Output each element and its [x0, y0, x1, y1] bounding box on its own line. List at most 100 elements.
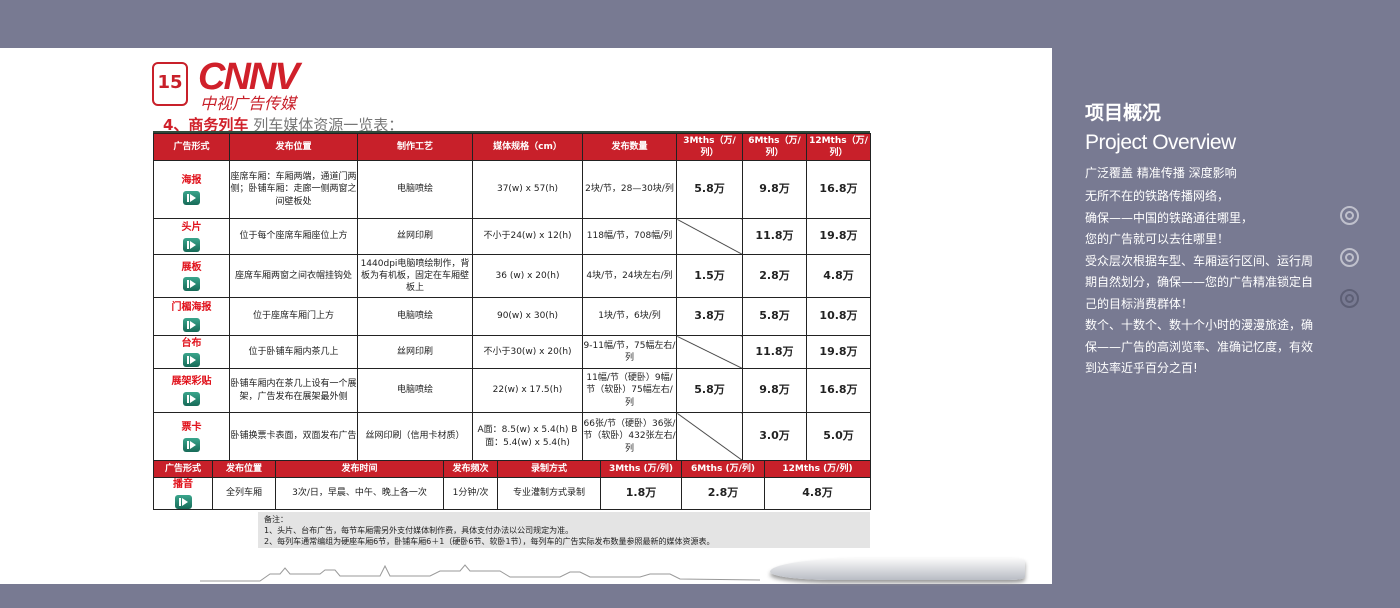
cell-quantity: 11幅/节（硬卧）9幅/节（软卧）75幅左右/列: [582, 368, 677, 413]
play-icon[interactable]: [183, 353, 200, 368]
cell-time: 3次/日，早晨、中午、晚上各一次: [275, 477, 444, 510]
cell-price-6m: 2.8万: [742, 254, 807, 298]
cell-price-6m: 9.8万: [742, 368, 807, 413]
cell-craft: 电脑喷绘: [357, 160, 473, 219]
cell-quantity: 1块/节，6块/列: [582, 297, 677, 336]
cell-frequency: 1分钟/次: [443, 477, 498, 510]
overview-line: 数个、十数个、数十个小时的漫漫旅途，确保——广告的高浏览率、准确记忆度，有效到达…: [1085, 318, 1314, 375]
cell-craft: 电脑喷绘: [357, 368, 473, 413]
cell-price-3m: 3.8万: [676, 297, 743, 336]
cell-craft: 丝网印刷: [357, 335, 473, 369]
cell-position: 全列车厢: [212, 477, 276, 510]
cell-price-3m: 1.5万: [676, 254, 743, 298]
logo-badge: 15: [157, 72, 183, 93]
cell-quantity: 2块/节，28—30块/列: [582, 160, 677, 219]
play-icon[interactable]: [183, 237, 200, 252]
title-prefix: 4、商务列车: [163, 116, 249, 134]
cell-craft: 1440dpi电脑喷绘制作，背板为有机板，固定在车厢壁板上: [357, 254, 473, 298]
play-icon[interactable]: [183, 437, 200, 452]
play-icon[interactable]: [174, 494, 192, 509]
overview-line: 您的广告就可以去往哪里！: [1085, 232, 1230, 246]
table-row: 播音 全列车厢 3次/日，早晨、中午、晚上各一次 1分钟/次 专业灌制方式录制 …: [153, 477, 871, 510]
cell-price-6m: 11.8万: [742, 335, 807, 369]
cell-craft: 丝网印刷（信用卡材质）: [357, 412, 473, 461]
cell-price-12m: 16.8万: [806, 368, 871, 413]
column-header: 录制方式: [497, 460, 601, 478]
cell-price-3m: [676, 335, 743, 369]
ad-type-cell: 票卡: [153, 412, 230, 461]
overview-tagline: 广泛覆盖 精准传播 深度影响: [1085, 166, 1237, 180]
cell-position: 卧铺换票卡表面，双面发布广告: [229, 412, 358, 461]
note-item: 2、每列车通常编组为硬座车厢6节，卧铺车厢6＋1（硬卧6节、软卧1节），每列车的…: [264, 536, 715, 546]
cell-size: 不小于24(w) x 12(h): [472, 218, 583, 255]
brand-name-cn: 中视广告传媒: [200, 94, 297, 113]
cell-price-6m: 11.8万: [742, 218, 807, 255]
cell-price-3m: 5.8万: [676, 160, 743, 219]
brand-logo: CNNV: [198, 56, 300, 98]
nav-dot-1-icon[interactable]: [1340, 206, 1359, 225]
cell-price-6m: 5.8万: [742, 297, 807, 336]
cell-craft: 丝网印刷: [357, 218, 473, 255]
column-header: 6Mths（万/列）: [742, 133, 807, 161]
project-overview: 项目概况 Project Overview 广泛覆盖 精准传播 深度影响 无所不…: [1085, 98, 1320, 380]
cell-price-12m: 19.8万: [806, 335, 871, 369]
table-row: 展架彩贴 卧铺车厢内在茶几上设有一个展架，广告发布在展架最外侧 电脑喷绘 22(…: [153, 368, 871, 413]
play-icon[interactable]: [183, 277, 200, 292]
section-title: 4、商务列车 列车媒体资源一览表：: [163, 114, 403, 135]
overview-title-cn: 项目概况: [1085, 102, 1162, 124]
divider: [153, 131, 870, 133]
cell-price-12m: 16.8万: [806, 160, 871, 219]
column-header: 广告形式: [153, 460, 213, 478]
ad-type-name: 展板: [181, 261, 202, 273]
nav-dot-2-icon[interactable]: [1340, 248, 1359, 267]
ad-type-name: 展架彩贴: [171, 376, 212, 388]
column-header: 发布位置: [212, 460, 276, 478]
ad-type-cell: 展板: [153, 254, 230, 298]
media-resource-table: 广告形式 发布位置 制作工艺 媒体规格（cm） 发布数量 3Mths（万/列） 6Mths（…: [153, 133, 871, 461]
column-header: 12Mths（万/列）: [806, 133, 871, 161]
cell-quantity: 4块/节，24块左右/列: [582, 254, 677, 298]
play-icon[interactable]: [183, 317, 200, 332]
cell-size: 22(w) x 17.5(h): [472, 368, 583, 413]
cell-price-12m: 4.8万: [806, 254, 871, 298]
nav-dot-3-icon[interactable]: [1340, 289, 1359, 308]
table-row: 门楣海报 位于座席车厢门上方 电脑喷绘 90(w) x 30(h) 1块/节，6…: [153, 297, 871, 336]
ad-type-cell: 门楣海报: [153, 297, 230, 336]
cell-size: A面：8.5(w) x 5.4(h) B面：5.4(w) x 5.4(h): [472, 412, 583, 461]
cell-quantity: 9-11幅/节，75幅左右/列: [582, 335, 677, 369]
column-header: 制作工艺: [357, 133, 473, 161]
ad-type-cell: 台布: [153, 335, 230, 369]
cell-craft: 电脑喷绘: [357, 297, 473, 336]
cell-price-12m: 10.8万: [806, 297, 871, 336]
column-header: 发布数量: [582, 133, 677, 161]
broadcast-table: 广告形式 发布位置 发布时间 发布频次 录制方式 3Mths (万/列) 6Mths (万/…: [153, 460, 871, 510]
column-header: 3Mths（万/列）: [676, 133, 743, 161]
table-row: 台布 位于卧铺车厢内茶几上 丝网印刷 不小于30(w) x 20(h) 9-11…: [153, 335, 871, 369]
cell-position: 位于每个座席车厢座位上方: [229, 218, 358, 255]
overview-line: 确保——中国的铁路通往哪里，: [1085, 210, 1254, 225]
cell-price-6m: 9.8万: [742, 160, 807, 219]
ad-type-name: 门楣海报: [171, 302, 212, 314]
column-header: 媒体规格（cm）: [472, 133, 583, 161]
cell-price-6m: 3.0万: [742, 412, 807, 461]
play-icon[interactable]: [183, 391, 200, 406]
ad-type-name: 海报: [181, 175, 202, 187]
notes-box: 备注： 1、头片、台布广告，每节车厢需另外支付媒体制作费，具体支付办法以公司规定…: [258, 512, 870, 548]
cell-size: 不小于30(w) x 20(h): [472, 335, 583, 369]
title-rest: 列车媒体资源一览表：: [248, 116, 404, 134]
overview-body: 无所不在的铁路传播网络， 确保——中国的铁路通往哪里， 您的广告就可以去往哪里！…: [1085, 186, 1320, 380]
cell-price-12m: 19.8万: [806, 218, 871, 255]
play-icon[interactable]: [183, 190, 200, 205]
table-row: 海报 座席车厢：车厢两端，通道门两侧；卧铺车厢：走廊一侧两窗之间壁板处 电脑喷绘…: [153, 160, 871, 219]
cell-quantity: 66张/节（硬卧）36张/节（软卧）432张左右/列: [582, 412, 677, 461]
column-header: 3Mths (万/列): [600, 460, 682, 478]
column-header: 6Mths (万/列): [681, 460, 765, 478]
cell-quantity: 118幅/节，708幅/列: [582, 218, 677, 255]
cell-price-3m: [676, 218, 743, 255]
column-header: 发布位置: [229, 133, 358, 161]
cell-price-3m: 1.8万: [600, 477, 682, 510]
cell-size: 37(w) x 57(h): [472, 160, 583, 219]
column-header: 12Mths (万/列): [764, 460, 871, 478]
overview-title-en: Project Overview: [1085, 131, 1236, 154]
cell-position: 座席车厢两窗之间衣帽挂钩处: [229, 254, 358, 298]
